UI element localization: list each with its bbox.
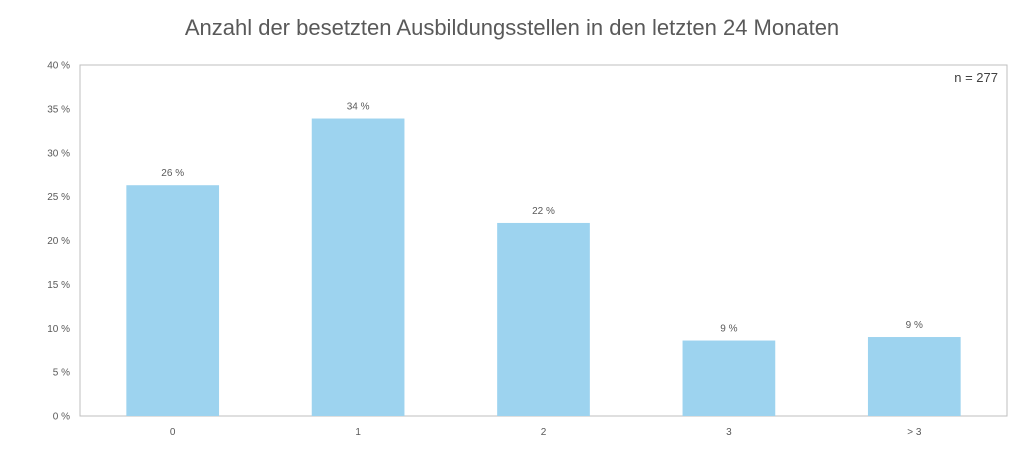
bar bbox=[311, 118, 405, 416]
data-label: 26 % bbox=[161, 168, 184, 179]
y-tick-label: 35 % bbox=[47, 104, 70, 115]
data-label: 9 % bbox=[720, 324, 737, 335]
x-tick-label: > 3 bbox=[907, 427, 922, 438]
x-axis: 0 1 2 3 > 3 bbox=[170, 427, 922, 438]
data-label: 22 % bbox=[532, 206, 555, 217]
y-tick-label: 5 % bbox=[53, 368, 70, 379]
y-axis: 0 % 5 % 10 % 15 % 20 % 25 % 30 % 35 % 40 % bbox=[47, 61, 70, 423]
bar bbox=[126, 185, 220, 416]
y-tick-label: 30 % bbox=[47, 148, 70, 159]
bar bbox=[682, 340, 776, 416]
x-tick-label: 1 bbox=[355, 427, 361, 438]
data-label: 9 % bbox=[906, 320, 923, 331]
y-tick-label: 0 % bbox=[53, 412, 70, 423]
bar bbox=[867, 337, 961, 416]
y-tick-label: 10 % bbox=[47, 324, 70, 335]
y-tick-label: 20 % bbox=[47, 236, 70, 247]
data-label: 34 % bbox=[347, 102, 370, 113]
y-tick-label: 25 % bbox=[47, 192, 70, 203]
x-tick-label: 3 bbox=[726, 427, 732, 438]
y-tick-label: 15 % bbox=[47, 280, 70, 291]
y-tick-label: 40 % bbox=[47, 61, 70, 72]
x-tick-label: 2 bbox=[541, 427, 547, 438]
chart-title: Anzahl der besetzten Ausbildungsstellen … bbox=[185, 15, 839, 40]
bar bbox=[497, 222, 590, 416]
sample-size-annotation: n = 277 bbox=[954, 70, 998, 85]
bars: 26 % 34 % 22 % 9 % 9 % bbox=[126, 102, 961, 416]
x-tick-label: 0 bbox=[170, 427, 176, 438]
